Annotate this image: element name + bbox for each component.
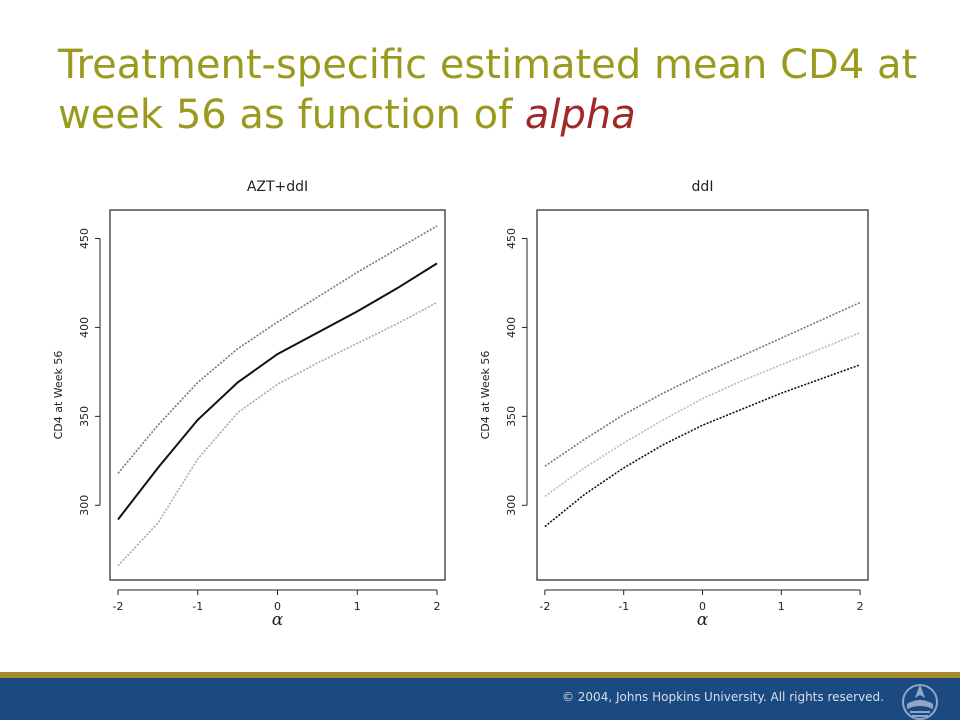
x-tick-label: 1 xyxy=(778,600,785,613)
y-tick-label: 350 xyxy=(505,406,518,427)
y-tick-label: 450 xyxy=(78,228,91,249)
footer-stripe xyxy=(0,672,960,678)
y-tick-label: 300 xyxy=(505,495,518,516)
copyright-text: © 2004, Johns Hopkins University. All ri… xyxy=(561,690,884,704)
y-tick-label: 400 xyxy=(505,317,518,338)
x-tick-label: -2 xyxy=(112,600,123,613)
x-tick-label: -1 xyxy=(618,600,629,613)
x-tick-label: 0 xyxy=(274,600,281,613)
x-tick-label: 0 xyxy=(699,600,706,613)
x-tick-label: 2 xyxy=(857,600,864,613)
series-line-2 xyxy=(544,331,861,498)
series-line-1 xyxy=(544,301,861,467)
series-line-1 xyxy=(117,225,438,474)
series-line-2 xyxy=(117,262,438,521)
chart-title: ddI xyxy=(692,179,714,195)
y-axis-label: CD4 at Week 56 xyxy=(479,351,492,440)
x-tick-label: 1 xyxy=(354,600,361,613)
series-line-3 xyxy=(544,364,861,528)
chart-1: AZT+ddI -2 -1 0 1 2 α 300 350 400 450 CD4 at Week 5… xyxy=(52,179,446,630)
plot-frame xyxy=(536,209,869,581)
chart-title: AZT+ddI xyxy=(247,179,308,195)
y-tick-label: 400 xyxy=(78,317,91,338)
x-tick-label: -2 xyxy=(539,600,550,613)
university-seal-logo xyxy=(902,684,938,720)
x-tick-label: 2 xyxy=(434,600,441,613)
slide-title-alpha: alpha xyxy=(524,92,636,138)
y-axis-label: CD4 at Week 56 xyxy=(52,351,65,440)
y-tick-label: 350 xyxy=(78,406,91,427)
slide-title: Treatment-specific estimated mean CD4 at… xyxy=(58,40,938,140)
series-line-3 xyxy=(117,301,438,567)
x-axis-label: α xyxy=(272,610,284,630)
slide-title-main: Treatment-specific estimated mean CD4 at… xyxy=(58,42,918,138)
y-tick-label: 300 xyxy=(78,495,91,516)
chart-2: ddI -2 -1 0 1 2 α 300 350 400 450 CD4 at Week 56 xyxy=(479,179,869,630)
x-tick-label: -1 xyxy=(192,600,203,613)
plot-frame xyxy=(109,209,446,581)
y-tick-label: 450 xyxy=(505,228,518,249)
footer-bar xyxy=(0,678,960,720)
x-axis-label: α xyxy=(697,610,709,630)
